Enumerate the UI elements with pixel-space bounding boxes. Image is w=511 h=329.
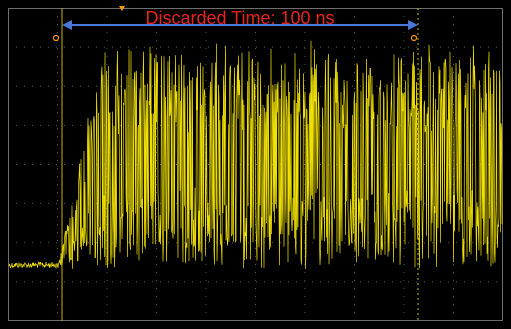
annotation-label: Discarded Time: 100 ns (145, 8, 334, 28)
oscilloscope-screen: Discarded Time: 100 ns (0, 0, 511, 329)
page: Discarded Time: 100 ns (() => { const da… (0, 0, 511, 329)
